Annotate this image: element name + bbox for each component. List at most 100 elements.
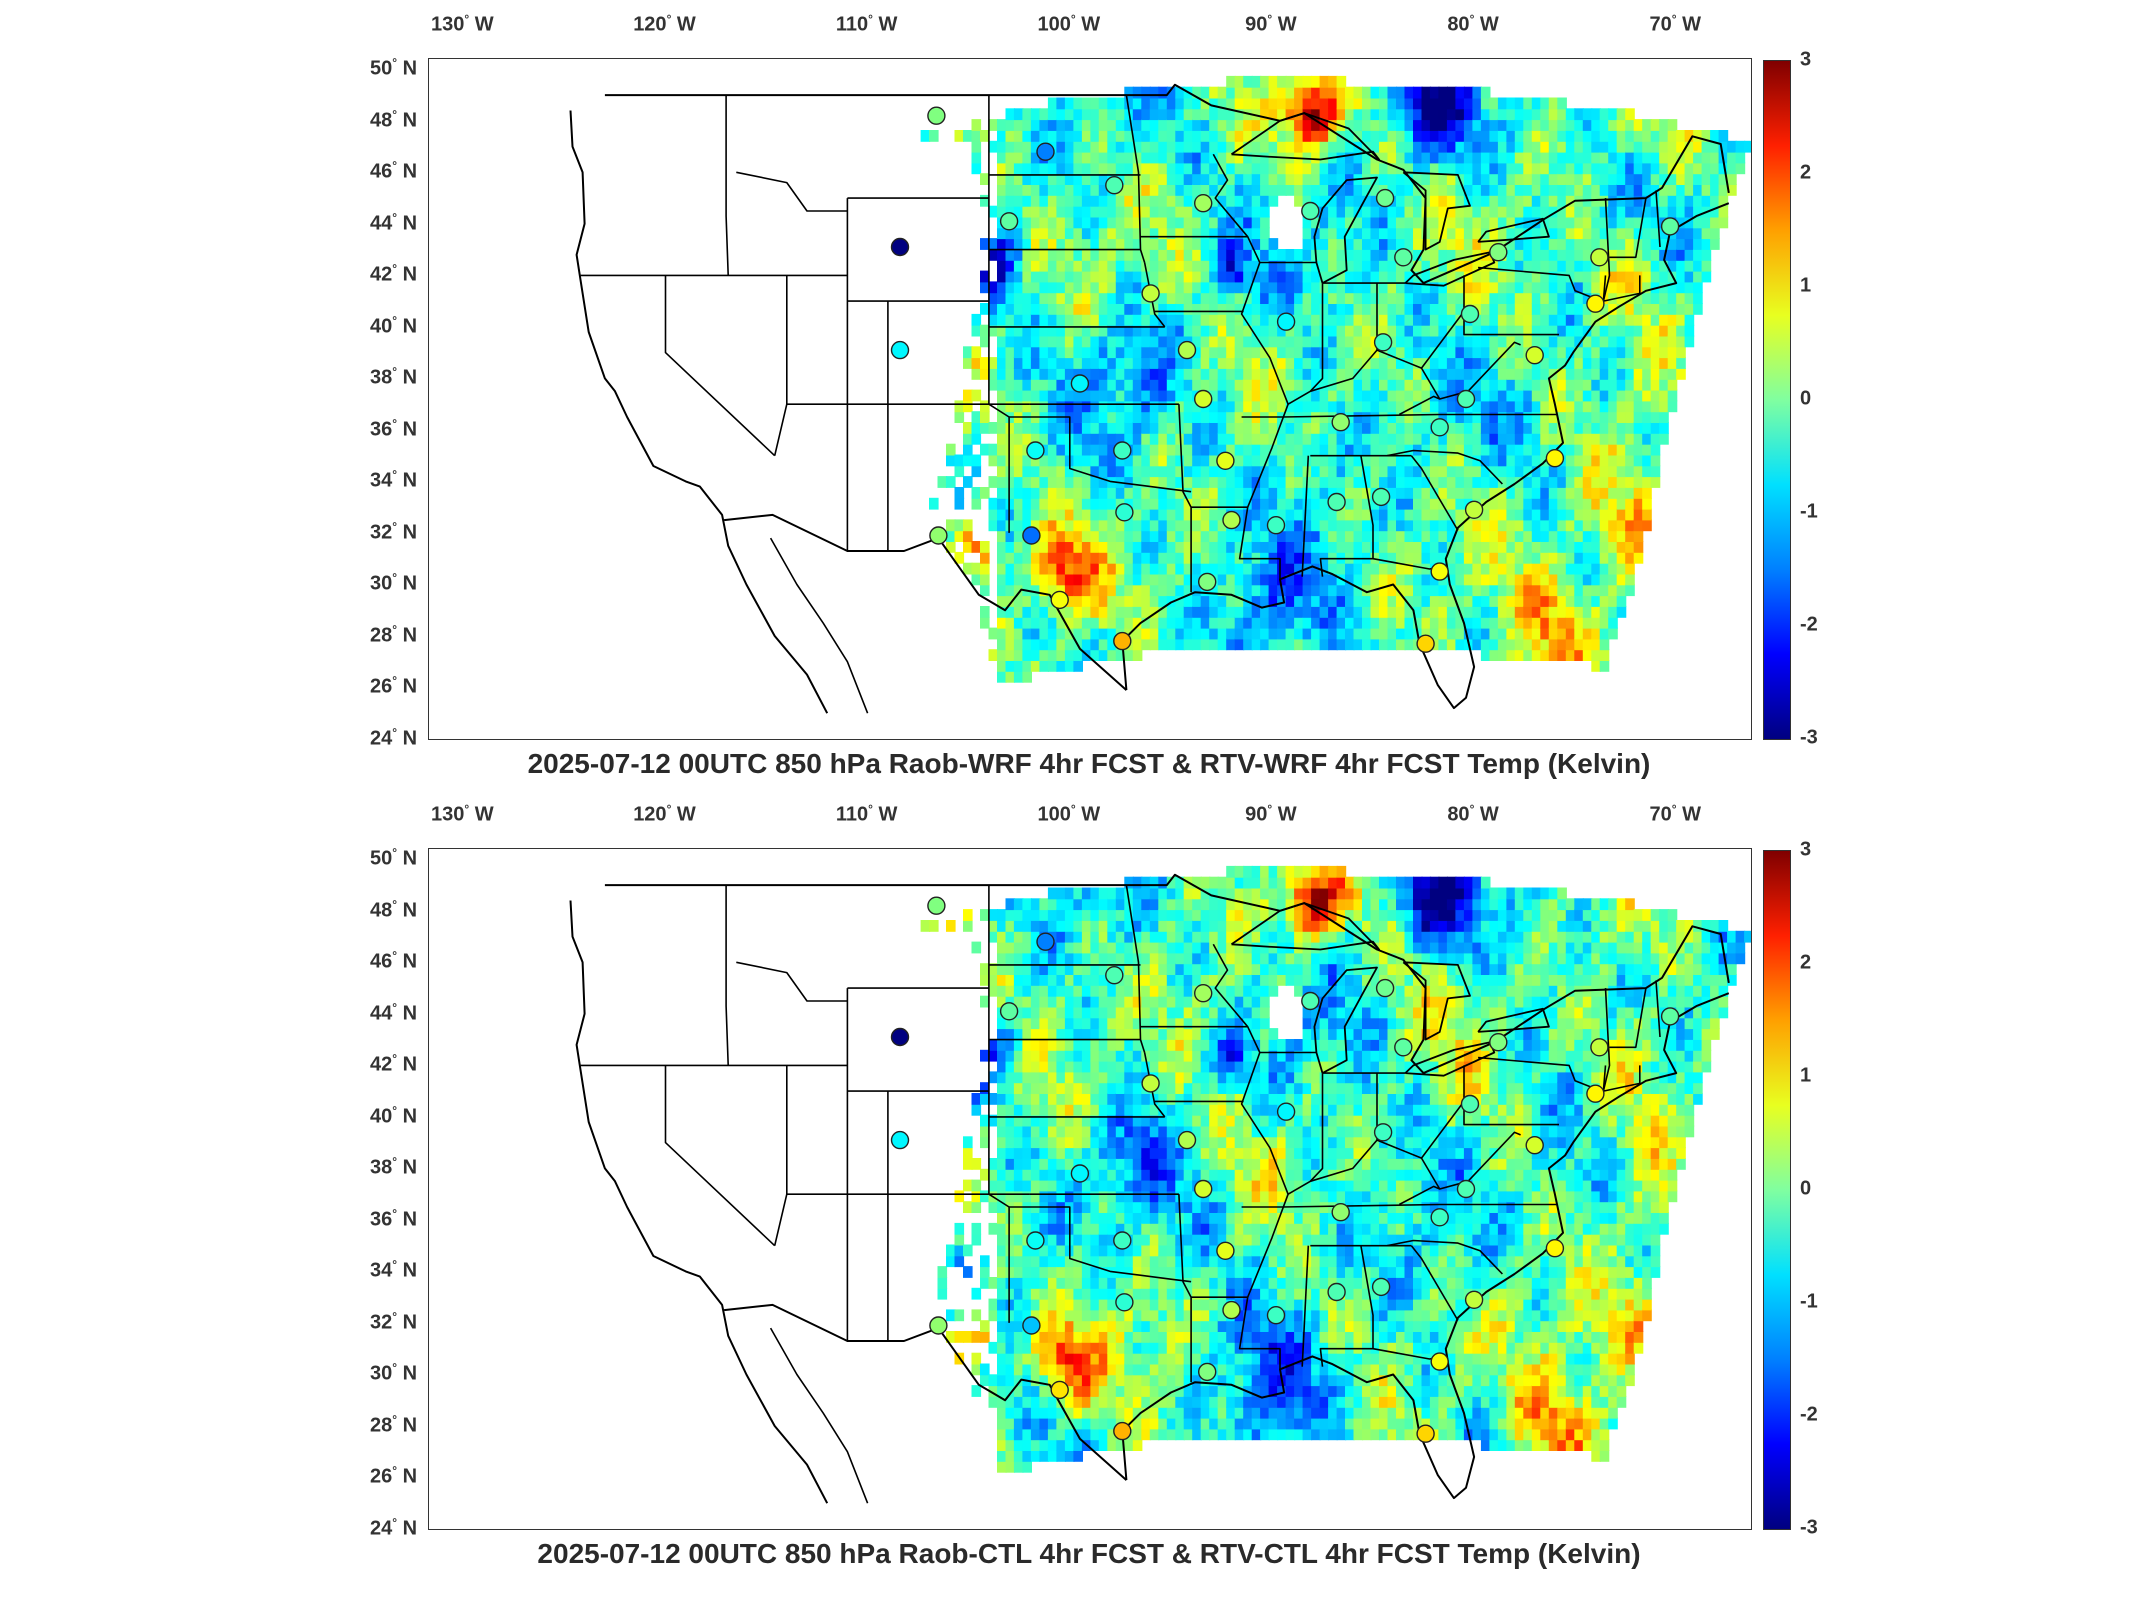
colorbar-tick-label: 1 bbox=[1800, 274, 1812, 297]
station-marker bbox=[1489, 242, 1508, 262]
station-marker bbox=[1194, 1179, 1213, 1199]
colorbar-tick-label: -2 bbox=[1800, 1403, 1818, 1426]
longitude-label: 70° W bbox=[1649, 12, 1701, 36]
latitude-label: 26° N bbox=[370, 674, 418, 698]
longitude-label: 110° W bbox=[835, 802, 898, 826]
station-marker bbox=[1430, 562, 1449, 581]
colorbar-tick-label: -1 bbox=[1800, 500, 1818, 523]
longitude-label: 70° W bbox=[1649, 802, 1701, 826]
longitude-label: 90° W bbox=[1245, 12, 1297, 36]
station-marker bbox=[1050, 590, 1069, 610]
station-marker bbox=[1177, 340, 1197, 360]
station-marker bbox=[1036, 932, 1055, 951]
latitude-label: 28° N bbox=[370, 622, 418, 647]
station-marker bbox=[1489, 1032, 1508, 1052]
station-marker bbox=[1222, 510, 1241, 530]
longitude-label: 90° W bbox=[1245, 802, 1297, 826]
station-marker bbox=[1113, 1231, 1132, 1250]
station-marker bbox=[1070, 374, 1090, 393]
station-marker bbox=[929, 1316, 948, 1335]
panel-title: 2025-07-12 00UTC 850 hPa Raob-WRF 4hr FC… bbox=[527, 748, 1651, 779]
station-marker bbox=[1105, 965, 1124, 985]
map-panel-bottom: 130° W 120° W 110° W 100° W 90° W 80° W 70° W … bbox=[0, 790, 2133, 1590]
station-marker bbox=[999, 212, 1019, 231]
latitude-label: 30° N bbox=[370, 1361, 418, 1385]
station-marker bbox=[1430, 1208, 1449, 1227]
station-marker bbox=[1115, 1293, 1134, 1312]
station-marker bbox=[1586, 294, 1605, 313]
station-marker bbox=[1525, 346, 1544, 365]
station-marker bbox=[1375, 978, 1395, 998]
station-marker bbox=[1070, 1164, 1090, 1183]
station-marker bbox=[1327, 1282, 1346, 1302]
latitude-label: 24° N bbox=[370, 725, 418, 750]
latitude-label: 36° N bbox=[370, 1206, 418, 1231]
station-marker bbox=[1394, 248, 1413, 267]
station-marker bbox=[1327, 492, 1346, 512]
colorbar-tick-label: -3 bbox=[1800, 1516, 1818, 1539]
map-plot-area bbox=[428, 848, 1752, 1530]
colorbar-tick-label: 1 bbox=[1800, 1064, 1812, 1087]
station-marker bbox=[1660, 1007, 1680, 1026]
colorbar-tick-label: 2 bbox=[1800, 161, 1812, 184]
station-marker bbox=[927, 896, 946, 915]
colorbar-tick-label: -3 bbox=[1800, 726, 1818, 749]
station-marker bbox=[1115, 503, 1134, 522]
latitude-label: 34° N bbox=[370, 1258, 418, 1282]
station-marker bbox=[1456, 1179, 1476, 1199]
temperature-difference-map bbox=[569, 865, 1751, 1504]
latitude-label: 36° N bbox=[370, 416, 418, 441]
temperature-difference-map bbox=[569, 75, 1751, 714]
station-marker bbox=[1394, 1038, 1413, 1057]
station-marker bbox=[1113, 1421, 1132, 1441]
station-marker bbox=[1460, 1094, 1480, 1114]
latitude-label: 48° N bbox=[370, 897, 418, 922]
station-marker bbox=[1026, 1231, 1045, 1250]
station-marker bbox=[1216, 1241, 1235, 1260]
station-marker bbox=[1113, 631, 1132, 651]
station-marker bbox=[1464, 1290, 1484, 1309]
station-marker bbox=[890, 1130, 910, 1150]
station-marker bbox=[1105, 175, 1124, 195]
temperature-field bbox=[920, 75, 1751, 683]
longitude-label: 130° W bbox=[431, 12, 494, 36]
station-marker bbox=[1266, 516, 1286, 535]
station-marker bbox=[1194, 389, 1213, 409]
latitude-label: 32° N bbox=[370, 519, 418, 544]
colorbar-tick-label: -2 bbox=[1800, 613, 1818, 636]
station-marker bbox=[1113, 441, 1132, 460]
station-marker bbox=[1276, 1102, 1296, 1121]
station-marker bbox=[1373, 333, 1393, 352]
station-marker bbox=[1331, 1203, 1350, 1222]
station-marker bbox=[1266, 1306, 1286, 1325]
station-marker bbox=[1022, 1316, 1041, 1335]
latitude-label: 44° N bbox=[370, 1000, 418, 1025]
station-marker bbox=[1198, 1362, 1217, 1382]
station-marker bbox=[1198, 572, 1217, 592]
station-marker bbox=[890, 1027, 910, 1047]
station-marker bbox=[1456, 389, 1476, 409]
colorbar bbox=[1763, 850, 1791, 1530]
raob-stations bbox=[890, 106, 1680, 653]
longitude-label: 80° W bbox=[1447, 12, 1499, 36]
colorbar-tick-label: -1 bbox=[1800, 1290, 1818, 1313]
latitude-label: 40° N bbox=[370, 313, 418, 338]
station-marker bbox=[1331, 413, 1350, 432]
station-marker bbox=[1141, 1074, 1160, 1093]
map-boundaries bbox=[569, 873, 1730, 1504]
station-marker bbox=[999, 1002, 1019, 1021]
latitude-label: 40° N bbox=[370, 1103, 418, 1128]
station-marker bbox=[1194, 193, 1213, 213]
latitude-label: 48° N bbox=[370, 107, 418, 132]
station-marker bbox=[929, 526, 948, 545]
longitude-label: 100° W bbox=[1037, 802, 1101, 826]
station-marker bbox=[1416, 634, 1435, 653]
station-marker bbox=[1301, 201, 1320, 221]
colorbar bbox=[1763, 60, 1791, 740]
colorbar-tick-label: 3 bbox=[1800, 48, 1812, 71]
temperature-field bbox=[920, 865, 1751, 1473]
longitude-label: 120° W bbox=[633, 802, 696, 826]
station-marker bbox=[1525, 1136, 1544, 1155]
station-marker bbox=[1276, 312, 1296, 331]
station-marker bbox=[1590, 1038, 1609, 1057]
